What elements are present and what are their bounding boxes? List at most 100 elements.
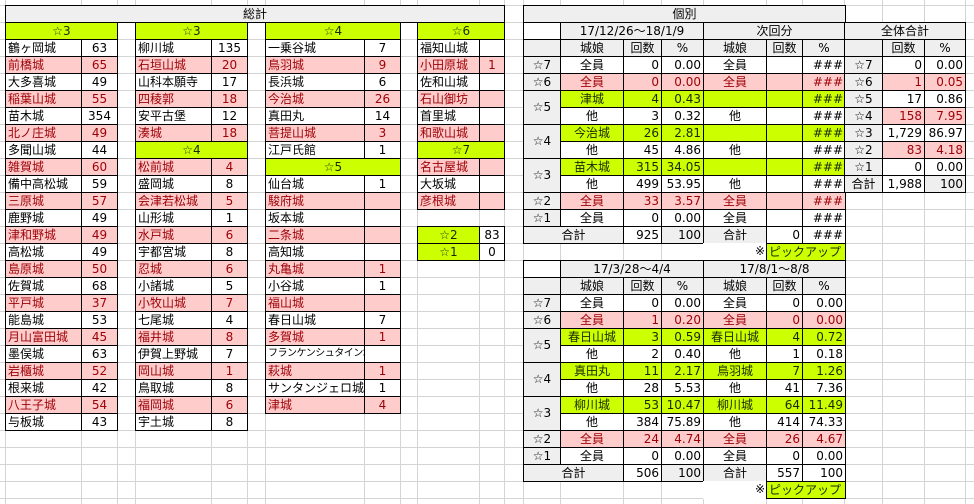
pull-count[interactable]: 499 xyxy=(623,175,662,193)
castle-name[interactable]: 大多喜城 xyxy=(5,73,82,91)
castle-name[interactable]: 柳川城 xyxy=(703,396,767,414)
castle-name[interactable]: 他 xyxy=(703,107,767,125)
total-label[interactable]: 合計 xyxy=(523,226,624,244)
castle-name[interactable]: 山科本願寺 xyxy=(135,73,212,91)
pull-percent[interactable]: ### xyxy=(802,56,846,74)
castle-name[interactable]: 宇土城 xyxy=(135,413,212,431)
pull-percent[interactable]: 0.00 xyxy=(661,294,704,312)
castle-name[interactable]: 春日山城 xyxy=(265,311,365,329)
rarity-header[interactable]: ☆7 xyxy=(417,141,505,159)
castle-name[interactable]: 坂本城 xyxy=(265,209,365,227)
castle-name[interactable]: 備中高松城 xyxy=(5,175,82,193)
pull-percent[interactable]: 2.17 xyxy=(661,362,704,380)
castle-name[interactable]: 他 xyxy=(703,345,767,363)
castle-name[interactable]: 他 xyxy=(560,345,624,363)
total-count[interactable]: 506 xyxy=(623,464,662,482)
pull-percent[interactable]: 34.05 xyxy=(661,158,704,176)
pull-count[interactable]: 45 xyxy=(623,141,662,159)
pickup-legend[interactable]: ピックアップ xyxy=(766,481,846,499)
castle-name[interactable] xyxy=(703,90,767,108)
castle-count[interactable]: 43 xyxy=(81,413,118,431)
pickup-note-mark[interactable]: ※ xyxy=(703,481,767,499)
castle-count[interactable]: 49 xyxy=(81,209,118,227)
castle-name[interactable]: 和歌山城 xyxy=(417,124,480,142)
castle-name[interactable]: 全員 xyxy=(703,430,767,448)
castle-name[interactable]: 七尾城 xyxy=(135,311,212,329)
castle-name[interactable]: 柳川城 xyxy=(135,39,212,57)
column-header[interactable]: 城娘 xyxy=(560,277,624,295)
pull-percent[interactable]: 4.67 xyxy=(802,430,846,448)
rarity-header[interactable]: ☆5 xyxy=(265,158,401,176)
castle-name[interactable]: 山形城 xyxy=(135,209,212,227)
period-header[interactable]: 17/3/28～4/4 xyxy=(560,260,704,278)
pull-count[interactable]: 0 xyxy=(766,294,803,312)
column-header[interactable] xyxy=(844,39,883,57)
column-header[interactable]: % xyxy=(802,39,846,57)
castle-name[interactable]: 全員 xyxy=(560,294,624,312)
castle-name[interactable]: 雑賀城 xyxy=(5,158,82,176)
rarity-label[interactable]: ☆3 xyxy=(523,396,561,431)
castle-name[interactable]: 月山富田城 xyxy=(5,328,82,346)
castle-name[interactable]: 萩城 xyxy=(265,362,365,380)
castle-count[interactable]: 68 xyxy=(81,277,118,295)
castle-name[interactable]: 多賀城 xyxy=(265,328,365,346)
castle-name[interactable]: 稲葉山城 xyxy=(5,90,82,108)
overall-percent[interactable]: 7.95 xyxy=(924,107,966,125)
total-count[interactable]: 0 xyxy=(766,226,803,244)
castle-count[interactable]: 12 xyxy=(211,107,248,125)
rarity-label[interactable]: ☆4 xyxy=(844,107,883,125)
rarity-label[interactable]: ☆4 xyxy=(523,124,561,159)
period-header[interactable]: 17/8/1～8/8 xyxy=(703,260,846,278)
castle-name[interactable]: 真田丸 xyxy=(265,107,365,125)
castle-name[interactable]: 三原城 xyxy=(5,192,82,210)
castle-count[interactable]: 1 xyxy=(364,328,401,346)
column-header[interactable]: % xyxy=(802,277,846,295)
castle-name[interactable]: 彦根城 xyxy=(417,192,480,210)
castle-count[interactable]: 6 xyxy=(364,73,401,91)
pull-count[interactable]: 26 xyxy=(766,430,803,448)
castle-name[interactable]: 高松城 xyxy=(5,243,82,261)
castle-count[interactable]: 63 xyxy=(81,39,118,57)
castle-count[interactable] xyxy=(364,226,401,244)
period-header[interactable]: 17/12/26～18/1/9 xyxy=(560,22,704,40)
overall-title[interactable]: 全体合計 xyxy=(844,22,966,40)
column-header[interactable]: % xyxy=(661,277,704,295)
castle-count[interactable] xyxy=(479,73,505,91)
castle-name[interactable]: 津城 xyxy=(265,396,365,414)
pull-count[interactable]: 26 xyxy=(623,124,662,142)
pull-percent[interactable]: 0.72 xyxy=(802,328,846,346)
castle-count[interactable]: 52 xyxy=(81,362,118,380)
total-percent[interactable]: 100 xyxy=(661,226,704,244)
castle-count[interactable]: 7 xyxy=(364,311,401,329)
castle-name[interactable]: 小田原城 xyxy=(417,56,480,74)
rarity-label[interactable]: ☆4 xyxy=(523,362,561,397)
rarity-label[interactable]: ☆6 xyxy=(844,73,883,91)
castle-name[interactable]: 柳川城 xyxy=(560,396,624,414)
castle-name[interactable]: 墨俣城 xyxy=(5,345,82,363)
castle-count[interactable]: 18 xyxy=(211,90,248,108)
pull-percent[interactable]: 0.00 xyxy=(802,447,846,465)
pull-count[interactable]: 315 xyxy=(623,158,662,176)
pull-count[interactable]: 3 xyxy=(623,328,662,346)
castle-count[interactable]: 5 xyxy=(211,277,248,295)
castle-count[interactable] xyxy=(479,39,505,57)
pull-percent[interactable]: ### xyxy=(802,209,846,227)
total-percent[interactable]: 100 xyxy=(802,464,846,482)
column-header[interactable]: % xyxy=(661,39,704,57)
castle-name[interactable]: 全員 xyxy=(703,73,767,91)
castle-count[interactable]: 54 xyxy=(81,396,118,414)
castle-name[interactable]: 他 xyxy=(703,175,767,193)
castle-count[interactable]: 65 xyxy=(81,56,118,74)
castle-name[interactable]: 水戸城 xyxy=(135,226,212,244)
pull-percent[interactable]: 0.00 xyxy=(661,56,704,74)
pickup-legend[interactable]: ピックアップ xyxy=(766,243,846,261)
pull-count[interactable]: 1 xyxy=(623,311,662,329)
castle-name[interactable]: 駿府城 xyxy=(265,192,365,210)
castle-name[interactable]: 首里城 xyxy=(417,107,480,125)
overall-count[interactable]: 83 xyxy=(882,141,925,159)
castle-name[interactable]: 島原城 xyxy=(5,260,82,278)
castle-name[interactable]: 春日山城 xyxy=(703,328,767,346)
pull-percent[interactable]: ### xyxy=(802,192,846,210)
pull-percent[interactable]: 10.47 xyxy=(661,396,704,414)
